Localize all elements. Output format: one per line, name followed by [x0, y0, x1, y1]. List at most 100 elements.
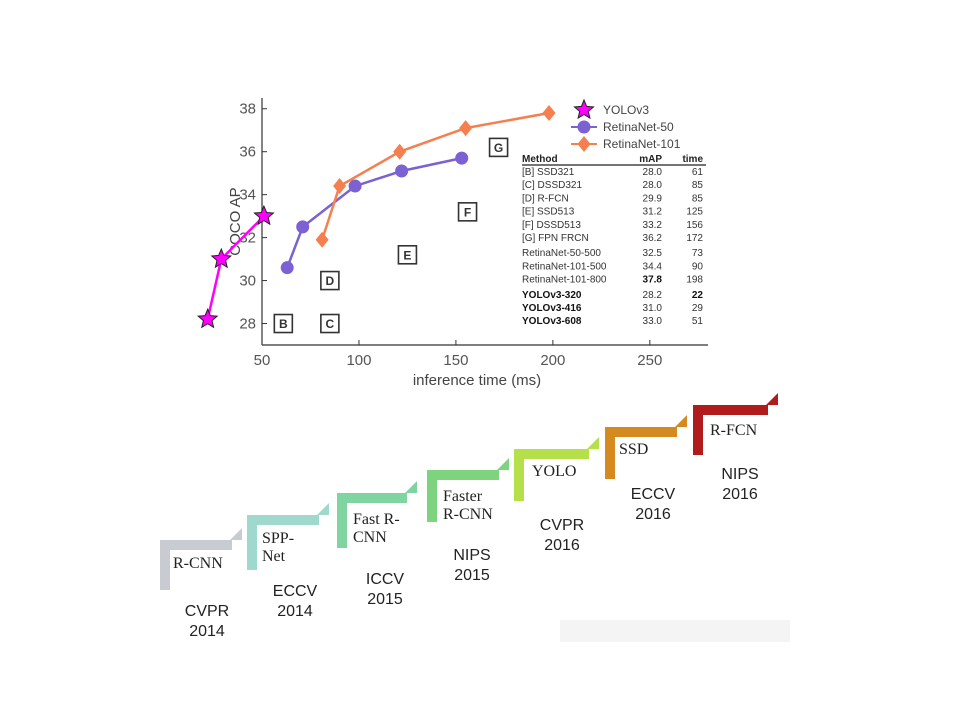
table-time: 29	[692, 303, 704, 314]
series-point-1	[280, 261, 294, 275]
series-point-0	[196, 307, 219, 329]
table-time: 90	[692, 261, 704, 272]
legend-label: RetinaNet-50	[603, 120, 674, 134]
step-arrow-tip	[317, 503, 329, 515]
step-bar-top	[160, 540, 232, 550]
step-arrow-tip	[675, 415, 687, 427]
y-tick-label: 38	[239, 101, 256, 118]
step-venue-label: CVPR 2016	[539, 517, 585, 554]
table-time: 172	[686, 233, 703, 244]
table-time: 22	[692, 290, 704, 301]
step-bar-side	[427, 470, 437, 522]
x-tick-label: 150	[443, 352, 468, 369]
table-method: [E] SSD513	[522, 207, 575, 218]
step-bar-top	[693, 405, 768, 415]
table-map: 34.4	[643, 261, 663, 272]
series-point-1	[348, 179, 362, 193]
step-venue-label: ICCV 2015	[365, 571, 405, 608]
table-method: RetinaNet-50-500	[522, 248, 601, 259]
y-axis-label: COCO AP	[227, 187, 244, 255]
timeline-step: R-CNN	[160, 528, 242, 590]
series-point-0	[210, 247, 233, 269]
timeline-step: YOLO	[514, 437, 599, 501]
series-point-2	[459, 120, 473, 137]
series-point-0	[253, 204, 275, 226]
table-method: [D] R-FCN	[522, 193, 569, 204]
step-venue-label: NIPS 2016	[721, 466, 759, 503]
step-venue-label: NIPS 2015	[453, 547, 491, 584]
table-method: [C] DSSD321	[522, 180, 582, 191]
step-bar-side	[514, 449, 524, 501]
table-map: 32.5	[643, 248, 663, 259]
step-bar-side	[160, 540, 170, 590]
table-method: [G] FPN FRCN	[522, 233, 589, 244]
table-method: YOLOv3-416	[522, 303, 582, 314]
legend-label: YOLOv3	[603, 103, 649, 117]
table-map: 29.9	[643, 193, 663, 204]
table-time: 156	[686, 220, 703, 231]
step-arrow-tip	[405, 481, 417, 493]
step-bar-top	[247, 515, 319, 525]
step-bar-top	[605, 427, 677, 437]
step-venue-label: ECCV 2014	[272, 583, 318, 620]
table-header: mAP	[639, 154, 662, 165]
method-box-label: F	[464, 205, 471, 219]
legend-label: RetinaNet-101	[603, 137, 681, 151]
series-point-1	[395, 164, 409, 178]
x-axis-label: inference time (ms)	[413, 372, 541, 389]
method-box-label: E	[403, 248, 411, 262]
series-point-2	[542, 105, 556, 122]
table-map: 31.2	[643, 207, 663, 218]
method-box-label: D	[326, 274, 335, 288]
step-method-name: SPP- Net	[262, 530, 295, 565]
step-method-name: Fast R- CNN	[353, 511, 400, 546]
step-bar-side	[247, 515, 257, 570]
table-time: 61	[692, 167, 704, 178]
table-method: YOLOv3-320	[522, 290, 582, 301]
table-map: 36.2	[643, 233, 663, 244]
step-arrow-tip	[230, 528, 242, 540]
timeline-step: Fast R- CNN	[337, 481, 417, 548]
method-box-e	[397, 244, 418, 265]
x-tick-label: 100	[346, 352, 371, 369]
table-time: 125	[686, 207, 703, 218]
table-method: RetinaNet-101-500	[522, 261, 607, 272]
x-tick-label: 250	[637, 352, 662, 369]
method-box-g	[488, 137, 509, 158]
step-method-name: Faster R-CNN	[443, 488, 493, 523]
timeline-step: SPP- Net	[247, 503, 329, 570]
y-tick-label: 34	[239, 187, 256, 204]
series-point-2	[333, 178, 347, 195]
table-map: 31.0	[643, 303, 663, 314]
step-bar-side	[605, 427, 615, 479]
table-time: 73	[692, 248, 704, 259]
table-time: 85	[692, 180, 704, 191]
step-bar-side	[693, 405, 703, 455]
table-time: 198	[686, 275, 703, 286]
step-bar-side	[337, 493, 347, 548]
x-tick-label: 200	[540, 352, 565, 369]
table-map: 33.0	[643, 316, 663, 327]
legend-marker	[577, 136, 591, 152]
step-venue-label: CVPR 2014	[184, 603, 230, 640]
series-point-1	[455, 151, 469, 165]
y-tick-label: 28	[239, 316, 256, 333]
table-method: [B] SSD321	[522, 167, 575, 178]
timeline-step: Faster R-CNN	[427, 458, 509, 523]
table-method: YOLOv3-608	[522, 316, 582, 327]
table-header: Method	[522, 154, 558, 165]
step-bar-top	[427, 470, 499, 480]
method-box-b	[273, 313, 294, 334]
step-method-name: R-FCN	[710, 422, 758, 439]
step-method-name: YOLO	[532, 463, 577, 480]
method-box-label: C	[326, 317, 335, 331]
step-method-name: R-CNN	[173, 555, 223, 572]
table-header: time	[682, 154, 703, 165]
table-time: 85	[692, 193, 704, 204]
step-venue-label: ECCV 2016	[630, 486, 676, 523]
x-tick-label: 50	[254, 352, 271, 369]
method-box-d	[320, 270, 340, 291]
table-map: 28.2	[643, 290, 663, 301]
map-vs-time-chart: 28 30 32 34 36 38 50 100 150 200 250 inference time…	[196, 98, 708, 389]
series-point-2	[315, 231, 329, 248]
